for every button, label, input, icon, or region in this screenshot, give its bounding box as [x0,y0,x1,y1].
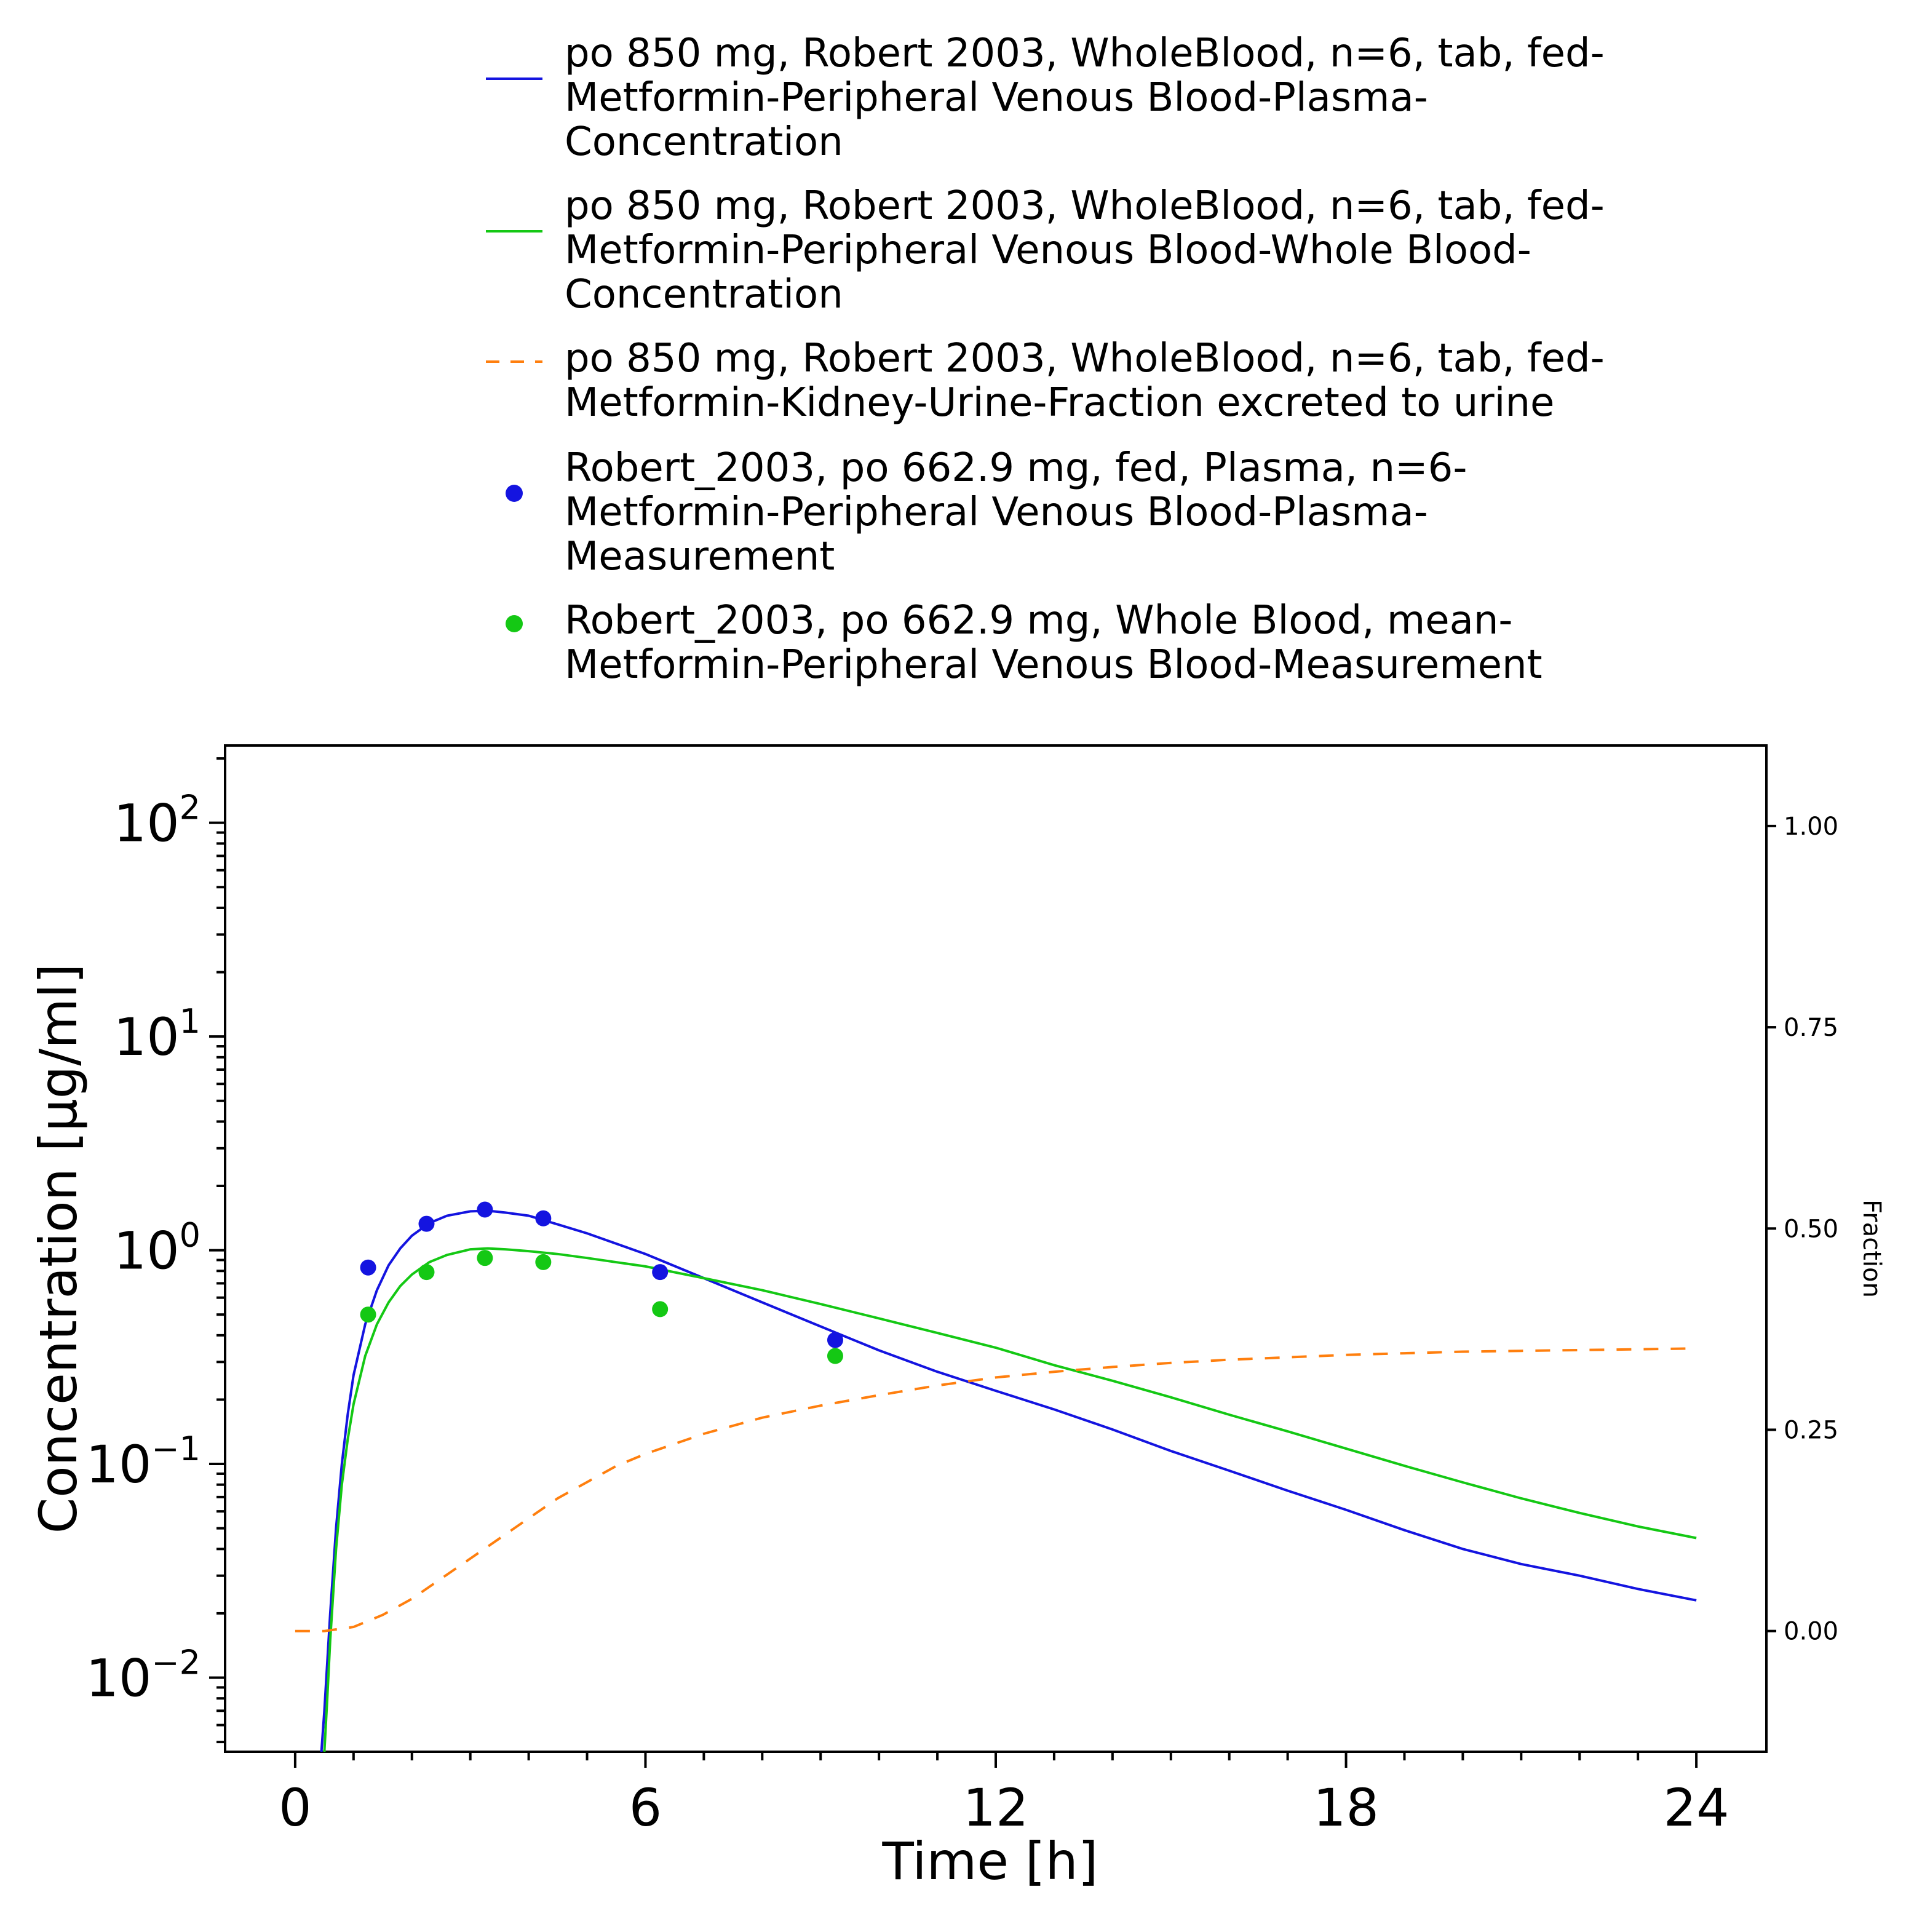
legend-entry-text: po 850 mg, Robert 2003, WholeBlood, n=6,… [565,336,1605,381]
legend-entry-text: po 850 mg, Robert 2003, WholeBlood, n=6,… [565,31,1605,76]
series-line-1 [323,1247,1697,1752]
y-tick-base: 10 [114,793,180,854]
x-tick-label: 6 [629,1778,662,1838]
y2-tick-label: 0.50 [1784,1215,1838,1243]
y-tick-label: 100 [114,1216,201,1281]
series-layer [295,1201,1697,1752]
data-point-3 [827,1332,843,1348]
legend-entry-text: Robert_2003, po 662.9 mg, Whole Blood, m… [565,598,1512,643]
legend-entry-text: Measurement [565,534,835,579]
series-line-0 [320,1209,1697,1752]
x-tick-label: 12 [963,1778,1029,1838]
data-point-3 [652,1264,669,1281]
data-point-4 [418,1264,435,1281]
data-point-4 [477,1250,493,1266]
legend-entry-text: Robert_2003, po 662.9 mg, fed, Plasma, n… [565,445,1467,491]
legend-entry-text: Metformin-Kidney-Urine-Fraction excreted… [565,380,1554,426]
plot-frame [224,744,1768,1753]
data-point-3 [535,1210,552,1226]
data-point-3 [360,1259,376,1276]
legend-entry-text: po 850 mg, Robert 2003, WholeBlood, n=6,… [565,183,1605,229]
data-point-3 [418,1215,435,1232]
x-axis-title: Time [h] [881,1831,1098,1891]
x-tick-label: 0 [279,1778,311,1838]
y2-tick-label: 1.00 [1784,813,1838,841]
y-tick-base: 10 [86,1434,152,1495]
data-point-4 [360,1306,376,1323]
legend-entry-text: Metformin-Peripheral Venous Blood-Measur… [565,642,1543,688]
y-tick-exponent: −1 [151,1429,201,1468]
legend: po 850 mg, Robert 2003, WholeBlood, n=6,… [486,31,1605,688]
y-tick-label: 10−1 [86,1429,201,1495]
y2-tick-label: 0.25 [1784,1416,1838,1444]
legend-entry-text: Concentration [565,119,843,165]
data-point-4 [827,1348,843,1364]
x-tick-label: 18 [1313,1778,1379,1838]
y2-tick-label: 0.00 [1784,1618,1838,1646]
y-tick-exponent: 2 [180,789,201,827]
y-tick-exponent: 0 [180,1216,201,1255]
y-tick-label: 10−2 [86,1644,201,1709]
y-tick-exponent: −2 [151,1644,201,1682]
y-tick-base: 10 [86,1648,152,1709]
x-axis: 0 6 12 18 24 [279,1752,1729,1838]
legend-entry-text: Metformin-Peripheral Venous Blood-Plasma… [565,75,1428,121]
legend-entry-text: Concentration [565,272,843,317]
data-point-4 [652,1301,669,1318]
x-tick-label: 24 [1664,1778,1729,1838]
y-axis-right: 1.00 0.75 0.50 0.25 0.00 [1766,813,1838,1646]
y-tick-label: 101 [114,1002,201,1067]
data-point-4 [535,1254,552,1270]
y-tick-exponent: 1 [180,1002,201,1041]
y-tick-base: 10 [114,1221,180,1281]
legend-point-marker [506,485,523,502]
y-tick-label: 102 [114,789,201,854]
legend-point-marker [506,615,523,632]
data-point-3 [477,1201,493,1218]
y2-axis-title: Fraction [1857,1199,1886,1298]
y-tick-base: 10 [114,1007,180,1067]
y-axis-title: Concentration [µg/ml] [28,964,89,1534]
legend-entry-text: Metformin-Peripheral Venous Blood-Whole … [565,228,1531,273]
series-line-2 [295,1347,1697,1632]
y2-tick-label: 0.75 [1784,1014,1838,1042]
legend-entry-text: Metformin-Peripheral Venous Blood-Plasma… [565,490,1428,535]
